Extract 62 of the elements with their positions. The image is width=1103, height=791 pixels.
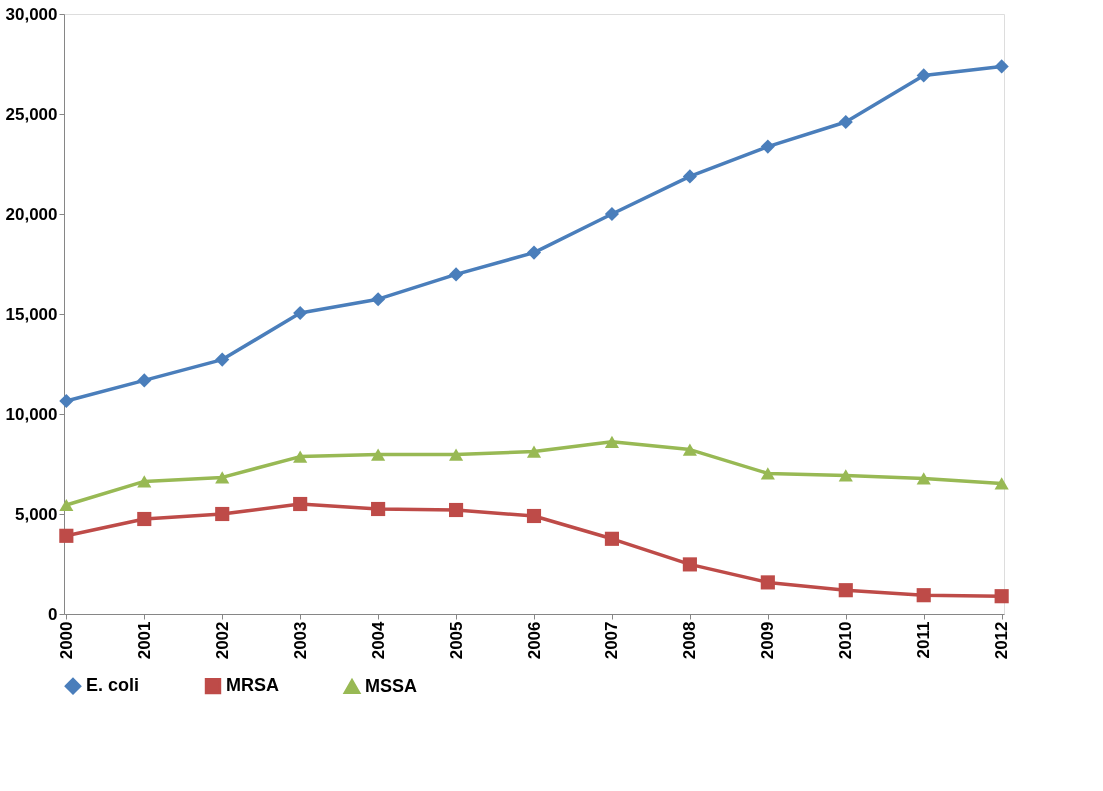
point bbox=[760, 467, 775, 480]
point bbox=[59, 498, 74, 512]
point bbox=[293, 305, 308, 321]
point bbox=[760, 139, 775, 154]
point bbox=[59, 528, 74, 543]
y-tick-label: 25,000 bbox=[5, 104, 58, 124]
x-tick-label: 2011 bbox=[914, 621, 934, 659]
point bbox=[448, 448, 464, 461]
x-tick-label: 2005 bbox=[446, 621, 466, 660]
point bbox=[838, 583, 853, 598]
point bbox=[916, 68, 931, 83]
point bbox=[916, 472, 931, 485]
legend-label: MSSA bbox=[365, 675, 418, 696]
point bbox=[526, 445, 542, 458]
point bbox=[137, 373, 152, 388]
point bbox=[371, 501, 386, 517]
point bbox=[994, 589, 1009, 604]
x-tick-label: 2000 bbox=[56, 621, 76, 660]
legend-label: MRSA bbox=[226, 675, 279, 696]
point bbox=[604, 435, 620, 448]
y-tick-label: 5,000 bbox=[14, 504, 58, 524]
point bbox=[604, 531, 620, 546]
point bbox=[526, 245, 542, 260]
point bbox=[448, 267, 464, 282]
point bbox=[293, 496, 308, 512]
y-tick-label: 0 bbox=[48, 604, 58, 624]
point bbox=[994, 477, 1009, 490]
point bbox=[293, 450, 308, 463]
point bbox=[682, 169, 697, 184]
x-tick-label: 2012 bbox=[992, 621, 1012, 660]
y-tick-label: 15,000 bbox=[5, 304, 58, 324]
x-tick-label: 2010 bbox=[836, 621, 856, 660]
x-tick-label: 2009 bbox=[758, 621, 778, 660]
point bbox=[371, 292, 386, 307]
point bbox=[215, 352, 230, 367]
point bbox=[137, 511, 152, 527]
point bbox=[59, 393, 74, 409]
x-tick-label: 2001 bbox=[134, 621, 154, 660]
x-tick-label: 2007 bbox=[602, 621, 622, 660]
point bbox=[137, 475, 152, 488]
x-tick-label: 2004 bbox=[368, 620, 388, 660]
point bbox=[215, 506, 230, 522]
point bbox=[526, 508, 542, 524]
point bbox=[371, 448, 386, 461]
x-tick-label: 2008 bbox=[680, 621, 700, 660]
x-tick-label: 2006 bbox=[524, 621, 544, 660]
point bbox=[838, 469, 853, 482]
point bbox=[682, 557, 697, 572]
x-tick-label: 2002 bbox=[212, 621, 232, 660]
x-tick-label: 2003 bbox=[290, 621, 310, 660]
point bbox=[448, 502, 464, 518]
point bbox=[994, 59, 1009, 74]
point bbox=[215, 471, 230, 484]
y-tick-label: 10,000 bbox=[5, 404, 58, 424]
y-tick-label: 20,000 bbox=[5, 204, 58, 224]
point bbox=[760, 575, 775, 590]
point bbox=[838, 114, 853, 130]
point bbox=[682, 443, 697, 456]
y-tick-label: 30,000 bbox=[5, 4, 58, 24]
legend-label: E. coli bbox=[86, 675, 140, 696]
point bbox=[604, 206, 620, 222]
point bbox=[916, 588, 931, 603]
